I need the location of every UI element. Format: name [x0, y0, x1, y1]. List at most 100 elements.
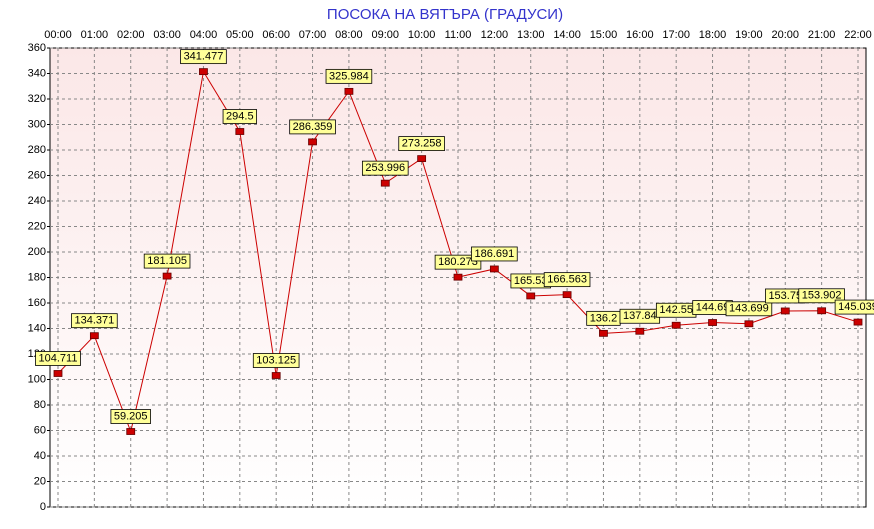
x-tick-label: 17:00	[662, 29, 690, 41]
data-label: 273.258	[402, 138, 442, 150]
x-tick-label: 11:00	[445, 29, 472, 41]
data-label: 286.359	[293, 121, 333, 133]
marker	[635, 327, 645, 335]
chart-title: ПОСОКА НА ВЯТЪРА (ГРАДУСИ)	[327, 6, 563, 23]
marker	[344, 87, 354, 95]
x-tick-label: 15:00	[590, 29, 618, 41]
marker	[671, 321, 681, 329]
marker	[489, 265, 499, 273]
data-label-box	[71, 313, 118, 329]
x-tick-label: 13:00	[517, 29, 545, 41]
y-tick-label: 20	[34, 475, 46, 487]
marker	[780, 307, 790, 315]
data-label-box	[252, 353, 300, 368]
y-tick-label: 100	[28, 373, 46, 385]
data-label: 142.55	[659, 304, 693, 316]
x-tick-label: 06:00	[262, 29, 290, 41]
data-label: 134.371	[74, 315, 114, 327]
data-label-box	[798, 288, 845, 304]
marker	[599, 329, 608, 337]
data-label-box	[289, 119, 336, 135]
y-tick-label: 340	[28, 67, 46, 79]
data-label: 341.477	[184, 51, 224, 63]
x-tick-label: 08:00	[335, 29, 363, 41]
marker	[417, 155, 427, 162]
marker	[853, 318, 863, 326]
y-tick-label: 240	[28, 195, 46, 207]
x-tick-label: 12:00	[481, 29, 509, 41]
data-label-box	[35, 351, 81, 366]
y-tick-label: 300	[28, 118, 46, 130]
marker	[199, 68, 208, 76]
data-label-box	[110, 409, 151, 424]
x-tick-label: 20:00	[772, 29, 800, 41]
data-label: 59.205	[114, 410, 148, 422]
y-tick-label: 160	[28, 297, 46, 309]
y-tick-label: 320	[28, 93, 46, 105]
data-label: 166.563	[547, 274, 587, 286]
y-tick-label: 200	[28, 246, 46, 258]
data-label: 153.75	[768, 290, 802, 302]
y-tick-label: 260	[28, 169, 46, 181]
y-tick-label: 180	[28, 271, 46, 283]
x-tick-label: 18:00	[699, 29, 727, 41]
marker	[162, 272, 172, 280]
marker	[126, 428, 136, 435]
data-label-box	[471, 246, 518, 262]
marker	[453, 273, 463, 281]
x-tick-label: 21:00	[808, 29, 836, 41]
data-label-box	[325, 68, 373, 84]
data-label: 253.996	[365, 162, 405, 174]
x-tick-label: 01:00	[81, 29, 109, 41]
x-tick-label: 02:00	[117, 29, 145, 41]
x-tick-label: 10:00	[408, 29, 436, 41]
marker	[817, 307, 827, 315]
data-label-box	[180, 49, 227, 65]
marker	[526, 292, 536, 300]
y-tick-label: 60	[34, 424, 46, 436]
data-label: 186.691	[474, 248, 514, 260]
y-tick-label: 80	[34, 399, 46, 411]
data-label: 294.5	[226, 110, 254, 122]
x-tick-label: 00:00	[44, 29, 72, 41]
x-tick-label: 05:00	[226, 29, 254, 41]
data-label: 181.105	[147, 255, 187, 267]
data-label: 143.699	[729, 303, 769, 315]
y-tick-label: 140	[28, 322, 46, 334]
marker	[89, 332, 99, 340]
marker	[744, 320, 754, 328]
x-tick-label: 16:00	[626, 29, 654, 41]
data-label-box	[143, 253, 191, 269]
marker	[235, 128, 245, 135]
y-tick-label: 40	[34, 450, 46, 462]
data-label: 145.039	[838, 301, 874, 313]
y-tick-label: 0	[40, 501, 46, 513]
marker	[308, 138, 317, 146]
data-label: 180.273	[438, 256, 478, 268]
x-tick-label: 07:00	[299, 29, 327, 41]
data-label: 136.2	[590, 312, 618, 324]
data-label: 325.984	[329, 70, 369, 82]
x-tick-label: 09:00	[372, 29, 400, 41]
data-label: 153.902	[802, 290, 842, 302]
data-label-box	[834, 299, 874, 315]
x-tick-label: 19:00	[735, 29, 763, 41]
y-tick-label: 280	[28, 144, 46, 156]
x-tick-label: 22:00	[844, 29, 872, 41]
data-label-box	[398, 136, 445, 151]
x-tick-label: 04:00	[190, 29, 218, 41]
marker	[53, 370, 63, 377]
data-label: 137.84	[623, 310, 657, 322]
marker	[271, 372, 281, 379]
y-tick-label: 220	[28, 220, 46, 232]
x-tick-label: 03:00	[153, 29, 181, 41]
x-tick-label: 14:00	[553, 29, 581, 41]
marker	[708, 319, 717, 326]
data-label: 165.53	[514, 275, 548, 287]
data-label-box	[434, 254, 482, 270]
marker	[562, 291, 572, 299]
data-label-box	[361, 160, 409, 176]
data-label: 103.125	[256, 354, 296, 366]
data-label: 144.69	[696, 301, 730, 313]
